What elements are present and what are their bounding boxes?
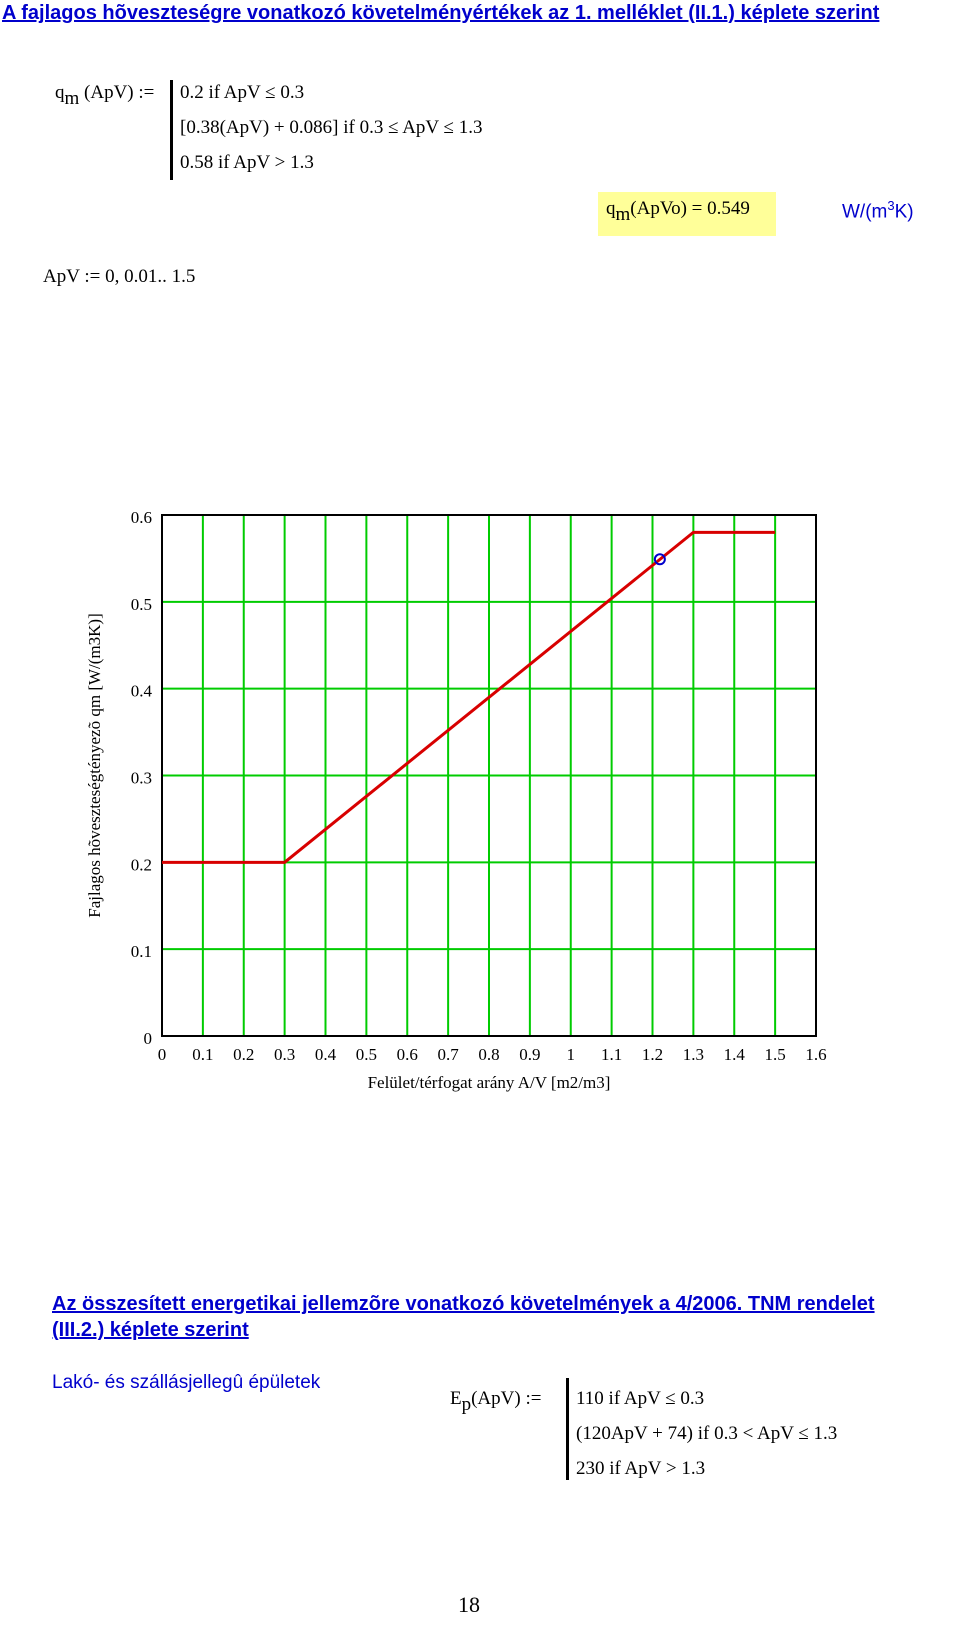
x-tick-label: 0	[158, 1045, 167, 1064]
x-tick-label: 1.1	[601, 1045, 622, 1064]
formula-lhs: qm (ApV) :=	[55, 82, 154, 110]
func: E	[450, 1388, 462, 1409]
range-definition: ApV := 0, 0.01.. 1.5	[43, 266, 196, 287]
marker	[653, 553, 666, 566]
chart: 0 0.1 0.2 0.3 0.4 0.5 0.6 0.7 0.8 0.9 1 1.1 1.2 1.3 1.…	[85, 508, 827, 1092]
y-tick-label: 0.3	[131, 769, 152, 788]
subscript: m	[64, 88, 80, 109]
x-tick-label: 1.2	[642, 1045, 663, 1064]
y-tick-label: 0.1	[131, 942, 152, 961]
section-heading: (III.2.) képlete szerint	[52, 1319, 249, 1341]
x-tick-label: 1.5	[765, 1045, 786, 1064]
page-number: 18	[458, 1592, 480, 1617]
y-tick-label: 0.4	[131, 682, 153, 701]
x-tick-label: 1	[567, 1045, 576, 1064]
plot-frame	[161, 514, 817, 1037]
case: 0.2 if ApV ≤ 0.3	[180, 82, 305, 103]
x-tick-label: 0.8	[478, 1045, 499, 1064]
func: q	[606, 198, 616, 219]
y-tick-label: 0.6	[131, 508, 152, 527]
x-tick-label: 1.4	[724, 1045, 746, 1064]
y-tick-label: 0.2	[131, 855, 152, 874]
case-bar	[566, 1378, 569, 1480]
unit-part: W/(m	[842, 201, 888, 223]
case: 110 if ApV ≤ 0.3	[576, 1388, 705, 1409]
x-tick-label: 0.5	[356, 1045, 377, 1064]
x-tick-label: 0.3	[274, 1045, 295, 1064]
unit-part: K)	[894, 201, 914, 223]
section-subtitle: Lakó- és szállásjellegû épületek	[52, 1372, 321, 1393]
section-heading: Az összesített energetikai jellemzõre vo…	[52, 1293, 875, 1315]
case: 230 if ApV > 1.3	[576, 1458, 706, 1479]
subscript: m	[615, 204, 631, 225]
formula-lhs: Ep(ApV) :=	[450, 1388, 541, 1416]
x-tick-label: 0.1	[192, 1045, 213, 1064]
case: (120ApV + 74) if 0.3 < ApV ≤ 1.3	[576, 1423, 838, 1444]
y-tick-label: 0	[144, 1029, 153, 1048]
x-tick-label: 0.2	[233, 1045, 254, 1064]
unit-sup: 3	[887, 198, 895, 213]
x-tick-label: 1.6	[805, 1045, 826, 1064]
y-axis-label: Fajlagos hõveszteségtényezõ qm [W/(m3K)]	[85, 613, 104, 918]
x-tick-label: 0.6	[397, 1045, 418, 1064]
expr: (ApVo) = 0.549	[630, 198, 750, 219]
case-bar	[170, 80, 173, 180]
args: (ApV) :=	[471, 1388, 542, 1409]
line	[162, 530, 776, 864]
x-axis-label: Felület/térfogat arány A/V [m2/m3]	[368, 1073, 611, 1092]
case: [0.38(ApV) + 0.086] if 0.3 ≤ ApV ≤ 1.3	[180, 117, 483, 138]
subscript: p	[461, 1394, 472, 1415]
page-title: A fajlagos hõveszteségre vonatkozó követ…	[2, 2, 880, 24]
x-tick-label: 0.7	[438, 1045, 460, 1064]
func: q	[55, 82, 65, 103]
x-tick-label: 0.4	[315, 1045, 337, 1064]
args: (ApV) :=	[84, 82, 155, 103]
x-tick-label: 0.9	[519, 1045, 540, 1064]
x-tick-label: 1.3	[683, 1045, 704, 1064]
result-box: qm(ApVo) = 0.549	[598, 192, 776, 236]
unit: W/(m3K)	[842, 198, 914, 223]
y-tick-label: 0.5	[131, 595, 152, 614]
case: 0.58 if ApV > 1.3	[180, 152, 314, 173]
